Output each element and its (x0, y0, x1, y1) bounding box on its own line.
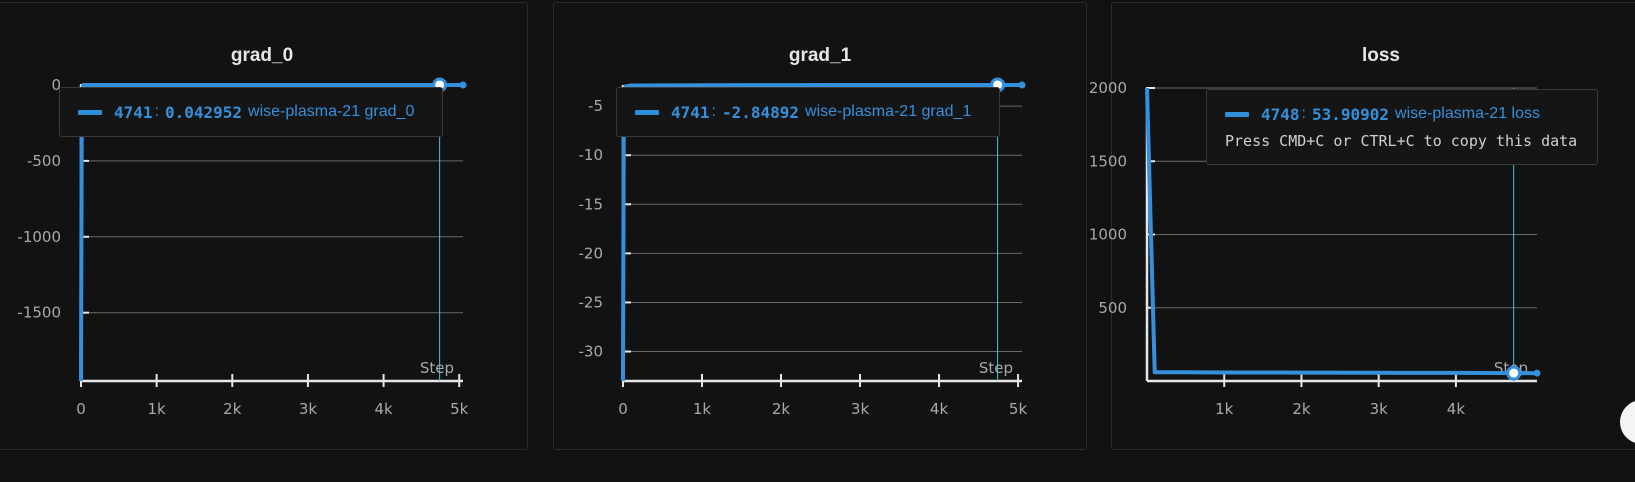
y-tick-label: 500 (1098, 299, 1127, 317)
series-line (1145, 87, 1538, 376)
series-swatch (1225, 111, 1249, 117)
hover-tooltip: 4741 : 0.042952 wise-plasma-21 grad_0 (59, 87, 443, 137)
tooltip-run-name: wise-plasma-21 loss (1395, 105, 1540, 122)
x-tick-label: 3k (851, 400, 870, 418)
x-tick-label: 1k (693, 400, 712, 418)
tooltip-step: 4748 (1261, 104, 1300, 124)
series-end-point (1533, 369, 1541, 377)
tooltip-separator: : (1301, 105, 1306, 122)
tooltip-run-name: wise-plasma-21 grad_0 (248, 103, 415, 120)
y-tick-label: -15 (579, 195, 604, 213)
x-tick-label: 1k (148, 400, 167, 418)
y-tick-label: -20 (579, 244, 604, 262)
tooltip-value: 53.90902 (1311, 104, 1390, 124)
x-axis-label: Step (979, 359, 1013, 377)
panel-title: loss (1361, 45, 1401, 66)
x-tick-label: 3k (299, 400, 318, 418)
y-tick-label: 0 (51, 76, 61, 94)
series-swatch (635, 109, 659, 115)
line-chart-grad-1[interactable]: -5 -10 -15 -20 -25 -30 0 1k 2k 3k 4k 5k Step (554, 3, 1088, 451)
y-tick-label: -30 (579, 343, 604, 361)
y-tick-label: -1000 (17, 228, 61, 246)
x-tick-label: 5k (450, 400, 469, 418)
x-tick-label: 0 (76, 400, 86, 418)
tooltip-copy-hint: Press CMD+C or CTRL+C to copy this data (1225, 131, 1578, 150)
y-tick-label: -500 (27, 152, 61, 170)
y-tick-label: -1500 (17, 304, 61, 322)
tooltip-row: 4748 : 53.90902 wise-plasma-21 loss (1225, 105, 1540, 124)
x-tick-label: 2k (772, 400, 791, 418)
x-tick-label: 4k (1447, 400, 1466, 418)
x-tick-label: 2k (223, 400, 242, 418)
x-tick-label: 0 (618, 400, 628, 418)
y-tick-label: 2000 (1089, 79, 1127, 97)
y-tick-label: 1500 (1089, 152, 1127, 170)
chart-panel-grad-1: grad_1 -5 -10 -15 -20 -25 -30 0 1k 2k 3k 4k 5k Step … (553, 2, 1087, 450)
series-end-point (459, 81, 467, 89)
x-axis-label: Step (420, 359, 454, 377)
tooltip-separator: : (711, 103, 716, 120)
line-chart-grad-0[interactable]: 0 -500 -1000 -1500 0 1k 2k 3k 4k 5k Step (0, 3, 529, 451)
x-tick-label: 4k (930, 400, 949, 418)
tooltip-step: 4741 (671, 102, 710, 122)
line-chart-loss[interactable]: 2000150010005001k2k3k4kStep (1089, 3, 1635, 451)
tooltip-value: -2.84892 (721, 102, 800, 122)
chart-panel-grad-0: grad_0 0 -500 -1000 -1500 0 1k 2k 3k 4k 5k Step 47… (0, 2, 528, 450)
tooltip-value: 0.042952 (164, 102, 243, 122)
y-tick-label: -5 (588, 97, 603, 115)
series-end-point (1018, 81, 1026, 89)
series-swatch (78, 109, 102, 115)
tooltip-row: 4741 : 0.042952 wise-plasma-21 grad_0 (78, 103, 414, 122)
y-tick-label: -10 (579, 146, 604, 164)
panel-title: grad_1 (788, 45, 852, 66)
x-tick-label: 3k (1370, 400, 1389, 418)
hover-point (1506, 365, 1522, 381)
tooltip-run-name: wise-plasma-21 grad_1 (805, 103, 972, 120)
x-tick-label: 1k (1215, 400, 1234, 418)
hover-tooltip: 4741 : -2.84892 wise-plasma-21 grad_1 (616, 87, 1000, 137)
tooltip-step: 4741 (114, 102, 153, 122)
y-tick-label: -25 (579, 293, 604, 311)
x-tick-label: 5k (1009, 400, 1028, 418)
x-tick-label: 4k (374, 400, 393, 418)
floating-action-button[interactable] (1620, 400, 1635, 444)
y-tick-label: 1000 (1089, 226, 1127, 244)
tooltip-row: 4741 : -2.84892 wise-plasma-21 grad_1 (635, 103, 971, 122)
hover-tooltip: 4748 : 53.90902 wise-plasma-21 loss Pres… (1206, 89, 1598, 165)
x-tick-label: 2k (1292, 400, 1311, 418)
panel-title: grad_0 (230, 45, 294, 66)
chart-panel-loss: loss 2000150010005001k2k3k4kStep 4748 : … (1089, 2, 1635, 451)
tooltip-separator: : (154, 103, 159, 120)
